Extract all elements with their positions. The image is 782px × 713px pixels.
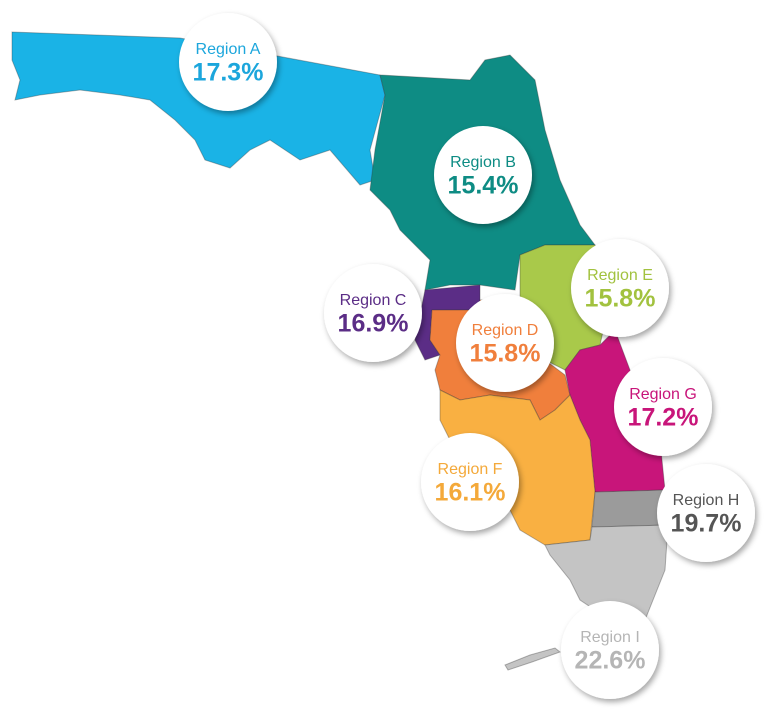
region-i-area xyxy=(544,524,669,621)
region-value: 15.8% xyxy=(470,340,541,368)
region-name: Region E xyxy=(587,267,653,284)
region-value: 16.1% xyxy=(435,479,506,507)
labels: Region A17.3% Region B15.4% Region C16.9% R… xyxy=(179,13,755,699)
region-badge xyxy=(657,464,755,562)
keys xyxy=(504,647,562,671)
region-value: 17.3% xyxy=(193,59,264,87)
region-name: Region C xyxy=(340,292,407,309)
region-badge xyxy=(324,264,422,362)
region-badge xyxy=(456,294,554,392)
region-badge xyxy=(421,433,519,531)
region-name: Region F xyxy=(438,461,503,478)
region-badge xyxy=(571,239,669,337)
region-name: Region G xyxy=(629,386,697,403)
region-name: Region I xyxy=(580,629,640,646)
region-badge xyxy=(561,601,659,699)
region-value: 22.6% xyxy=(575,647,646,675)
region-badge xyxy=(434,126,532,224)
region-value: 15.4% xyxy=(448,172,519,200)
region-name: Region B xyxy=(450,154,516,171)
region-badge xyxy=(179,13,277,111)
region-value: 15.8% xyxy=(585,285,656,313)
region-value: 17.2% xyxy=(628,404,699,432)
region-a-area xyxy=(11,31,386,186)
region-name: Region A xyxy=(196,41,261,58)
region-name: Region H xyxy=(673,492,740,509)
florida xyxy=(11,31,669,671)
region-value: 19.7% xyxy=(671,510,742,538)
region-badge xyxy=(614,358,712,456)
region-name: Region D xyxy=(472,322,539,339)
region-h-area xyxy=(591,489,669,528)
region-value: 16.9% xyxy=(338,310,409,338)
